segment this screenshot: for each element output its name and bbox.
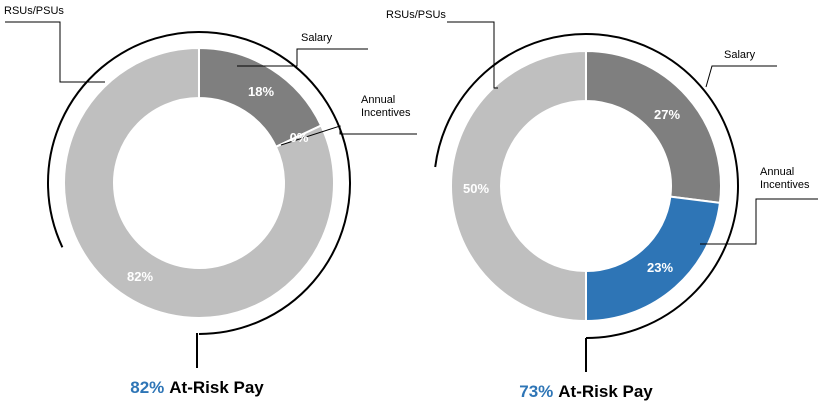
pct-rsus-psus-right: 50% <box>463 181 489 196</box>
caption-text-left: At-Risk Pay <box>169 378 264 397</box>
caption-value-right: 73% <box>519 382 553 401</box>
pct-annual-incentives-right: 23% <box>647 260 673 275</box>
label-annual-incentives-left: Annual Incentives <box>361 94 411 119</box>
leader-annual-incentives-left <box>280 125 417 146</box>
leader-salary-left <box>237 48 368 67</box>
caption-value-left: 82% <box>130 378 164 397</box>
caption-left: 82% At-Risk Pay <box>130 378 264 397</box>
donut-chart-left: RSUs/PSUs Salary Annual Incentives 18% 0… <box>4 5 417 397</box>
pct-rsus-psus-left: 82% <box>127 269 153 284</box>
label-annual-incentives-right: Annual Incentives <box>760 166 810 191</box>
at-risk-bracket-right <box>434 33 739 339</box>
donut-chart-right: RSUs/PSUs Salary Annual Incentives 27% 2… <box>386 9 818 401</box>
label-rsus-psus-left: RSUs/PSUs <box>4 5 64 17</box>
leader-rsus-psus-right <box>447 21 498 89</box>
leader-rsus-psus-left <box>5 21 105 83</box>
pct-salary-left: 18% <box>248 84 274 99</box>
label-salary-left: Salary <box>301 32 333 44</box>
label-rsus-psus-right: RSUs/PSUs <box>386 9 446 21</box>
slice-rsus-psus-right <box>449 49 587 323</box>
slice-annual-incentives-right <box>585 195 722 323</box>
leader-annual-incentives-right <box>700 198 818 245</box>
leader-salary-right <box>705 65 777 88</box>
caption-right: 73% At-Risk Pay <box>519 382 653 401</box>
label-salary-right: Salary <box>724 49 756 61</box>
at-risk-bracket-left <box>47 31 351 335</box>
slice-salary-right <box>585 49 722 205</box>
pct-salary-right: 27% <box>654 107 680 122</box>
caption-text-right: At-Risk Pay <box>558 382 653 401</box>
pct-annual-incentives-left: 0% <box>290 130 309 145</box>
slice-rsus-psus-left <box>63 46 335 319</box>
